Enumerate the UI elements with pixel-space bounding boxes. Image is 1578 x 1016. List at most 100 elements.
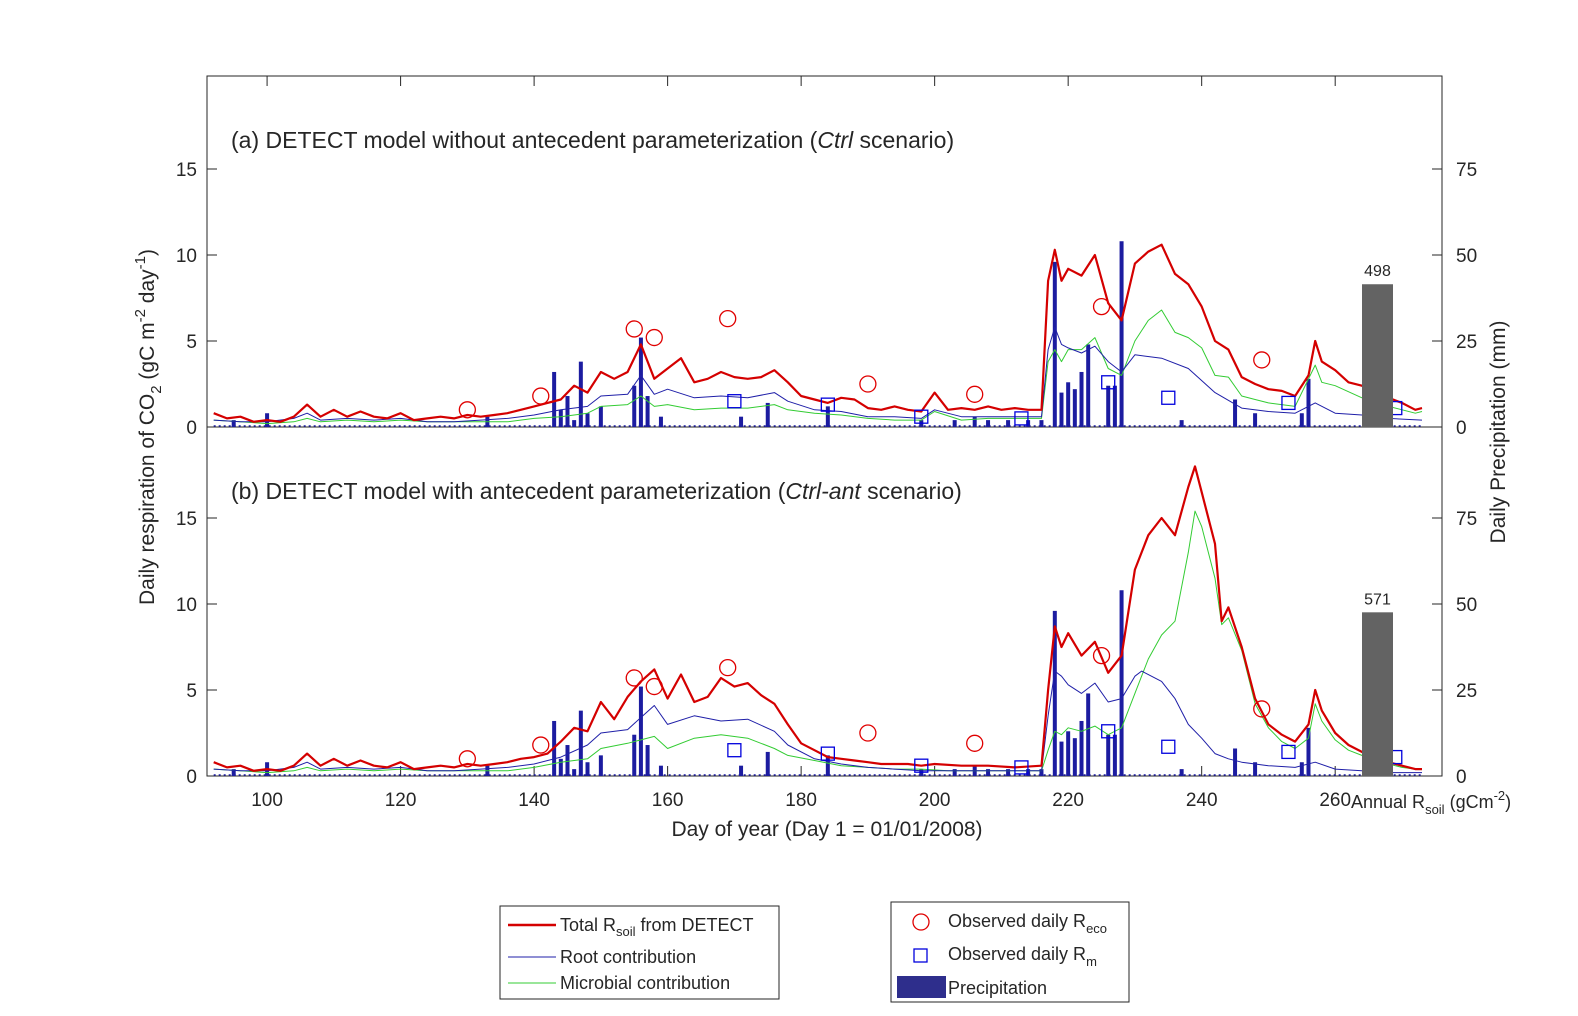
precip-bar-0-30 <box>1106 385 1111 427</box>
precip-bar-1-27 <box>1072 738 1077 776</box>
tick-layer: 100 120 140 160 180 200 220 240 2600510150255075… <box>176 76 1477 811</box>
precip-bar-1-16 <box>825 755 830 776</box>
obs-reco-1-2 <box>625 669 643 687</box>
obs-reco-0-1 <box>532 387 550 405</box>
precip-bar-0-15 <box>765 402 770 427</box>
precip-bar-1-23 <box>1039 769 1044 776</box>
precip-bar-0-12 <box>645 396 650 427</box>
obs-rm-1-6 <box>1281 744 1296 760</box>
precip-bar-0-13 <box>658 416 663 427</box>
x-tick-label-180: 180 <box>785 790 817 811</box>
precip-bar-1-33 <box>1179 769 1184 776</box>
precip-bar-1-15 <box>765 751 770 776</box>
obs-rm-0-0 <box>727 394 742 409</box>
obs-reco-1-0 <box>458 750 477 768</box>
annual-value-label-1: 571 <box>1364 591 1391 608</box>
annual-bar-layer: 498 571 <box>1362 263 1393 776</box>
legend-reco-marker <box>912 913 930 931</box>
precip-bar-0-7 <box>578 361 583 427</box>
obs-rm-0-3 <box>1014 411 1029 426</box>
x-tick-label-220: 220 <box>1052 790 1084 811</box>
precip-bar-0-20 <box>986 420 991 427</box>
y-tick-label-left-1-15: 15 <box>176 509 197 530</box>
precip-bar-0-36 <box>1299 413 1304 427</box>
precip-bar-1-8 <box>585 762 590 776</box>
y-tick-label-left-0-0: 0 <box>186 418 197 439</box>
precip-bar-0-8 <box>585 413 590 427</box>
y-tick-label-right-0-75: 75 <box>1456 160 1477 181</box>
precip-bar-1-21 <box>1006 769 1011 776</box>
precip-bar-0-34 <box>1233 399 1238 427</box>
y-tick-label-left-0-5: 5 <box>186 332 197 353</box>
precip-bar-1-20 <box>986 769 991 776</box>
precip-bar-0-9 <box>598 406 603 427</box>
y-axis-label-left: Daily respiration of CO2 (gC m-2 day-1) <box>132 249 165 605</box>
precip-bar-0-25 <box>1059 392 1064 427</box>
precip-bar-0-35 <box>1253 413 1258 427</box>
obs-rm-1-0 <box>727 743 742 758</box>
y-tick-label-right-1-75: 75 <box>1456 509 1477 530</box>
obs-reco-0-6 <box>966 385 984 403</box>
x-tick-label-120: 120 <box>385 790 417 811</box>
obs-rm-1-1 <box>820 746 835 761</box>
y-tick-label-left-1-5: 5 <box>186 681 197 702</box>
y-tick-label-left-0-15: 15 <box>176 160 197 181</box>
obs-reco-1-4 <box>719 658 737 677</box>
precip-bar-1-28 <box>1079 720 1084 776</box>
precip-bar-0-5 <box>565 396 570 427</box>
series-total-0 <box>213 243 1423 423</box>
x-tick-label-140: 140 <box>518 790 550 811</box>
obs-rm-0-5 <box>1161 390 1176 405</box>
x-tick-label-260: 260 <box>1319 790 1351 811</box>
obs-rm-1-4 <box>1101 724 1116 739</box>
legend-microbial-label: Microbial contribution <box>560 973 730 993</box>
obs-reco-1-3 <box>645 677 663 696</box>
precip-bar-0-0 <box>231 420 236 427</box>
precip-bar-0-28 <box>1079 371 1084 427</box>
obs-reco-0-5 <box>859 375 877 393</box>
precip-bar-0-10 <box>632 385 637 427</box>
obs-rm-1-3 <box>1014 760 1029 775</box>
precip-bar-1-37 <box>1306 727 1311 776</box>
obs-reco-0-4 <box>719 309 737 328</box>
precip-bar-1-35 <box>1253 762 1258 776</box>
legend-root-label: Root contribution <box>560 947 696 967</box>
x-tick-label-200: 200 <box>919 790 951 811</box>
precip-bar-1-24 <box>1052 610 1057 776</box>
annual-bar-0 <box>1362 284 1393 427</box>
precip-bar-1-30 <box>1106 734 1111 776</box>
precip-bar-0-14 <box>739 416 744 427</box>
x-axis-label: Day of year (Day 1 = 01/01/2008) <box>671 818 982 841</box>
series-root-1 <box>213 670 1422 774</box>
precip-bar-1-26 <box>1066 731 1071 776</box>
x-tick-label-160: 160 <box>652 790 684 811</box>
series-root-0 <box>213 326 1423 423</box>
series-total-1 <box>213 465 1422 772</box>
obs-rm-0-1 <box>820 397 835 412</box>
legend-rm-marker <box>913 948 928 963</box>
y-tick-label-right-1-0: 0 <box>1456 767 1467 788</box>
precip-bar-1-14 <box>739 765 744 776</box>
obs-reco-1-1 <box>532 736 550 754</box>
precip-bar-1-5 <box>565 745 570 776</box>
precip-bar-1-0 <box>231 769 236 776</box>
y-tick-label-left-1-10: 10 <box>176 595 197 616</box>
obs-rm-1-2 <box>914 758 929 773</box>
precip-bar-1-13 <box>658 765 663 776</box>
precip-bar-1-4 <box>558 758 563 776</box>
precip-bar-1-12 <box>645 745 650 776</box>
precip-bar-0-19 <box>972 416 977 427</box>
precip-bar-0-6 <box>572 420 577 427</box>
annual-rsoil-label: Annual Rsoil (gCm-2) <box>1351 788 1511 817</box>
obs-rm-1-5 <box>1161 739 1176 754</box>
y-tick-label-left-0-10: 10 <box>176 246 197 267</box>
precip-bar-1-18 <box>952 769 957 776</box>
precip-bar-0-26 <box>1066 382 1071 427</box>
precip-bar-1-29 <box>1086 693 1091 776</box>
y-tick-label-right-1-25: 25 <box>1456 681 1477 702</box>
obs-reco-1-8 <box>1253 700 1271 718</box>
legend-model: Total Rsoil from DETECT Root contributio… <box>499 905 780 1000</box>
annual-bar-1 <box>1362 612 1393 776</box>
precip-bar-0-31 <box>1112 385 1117 427</box>
x-tick-label-240: 240 <box>1186 790 1218 811</box>
